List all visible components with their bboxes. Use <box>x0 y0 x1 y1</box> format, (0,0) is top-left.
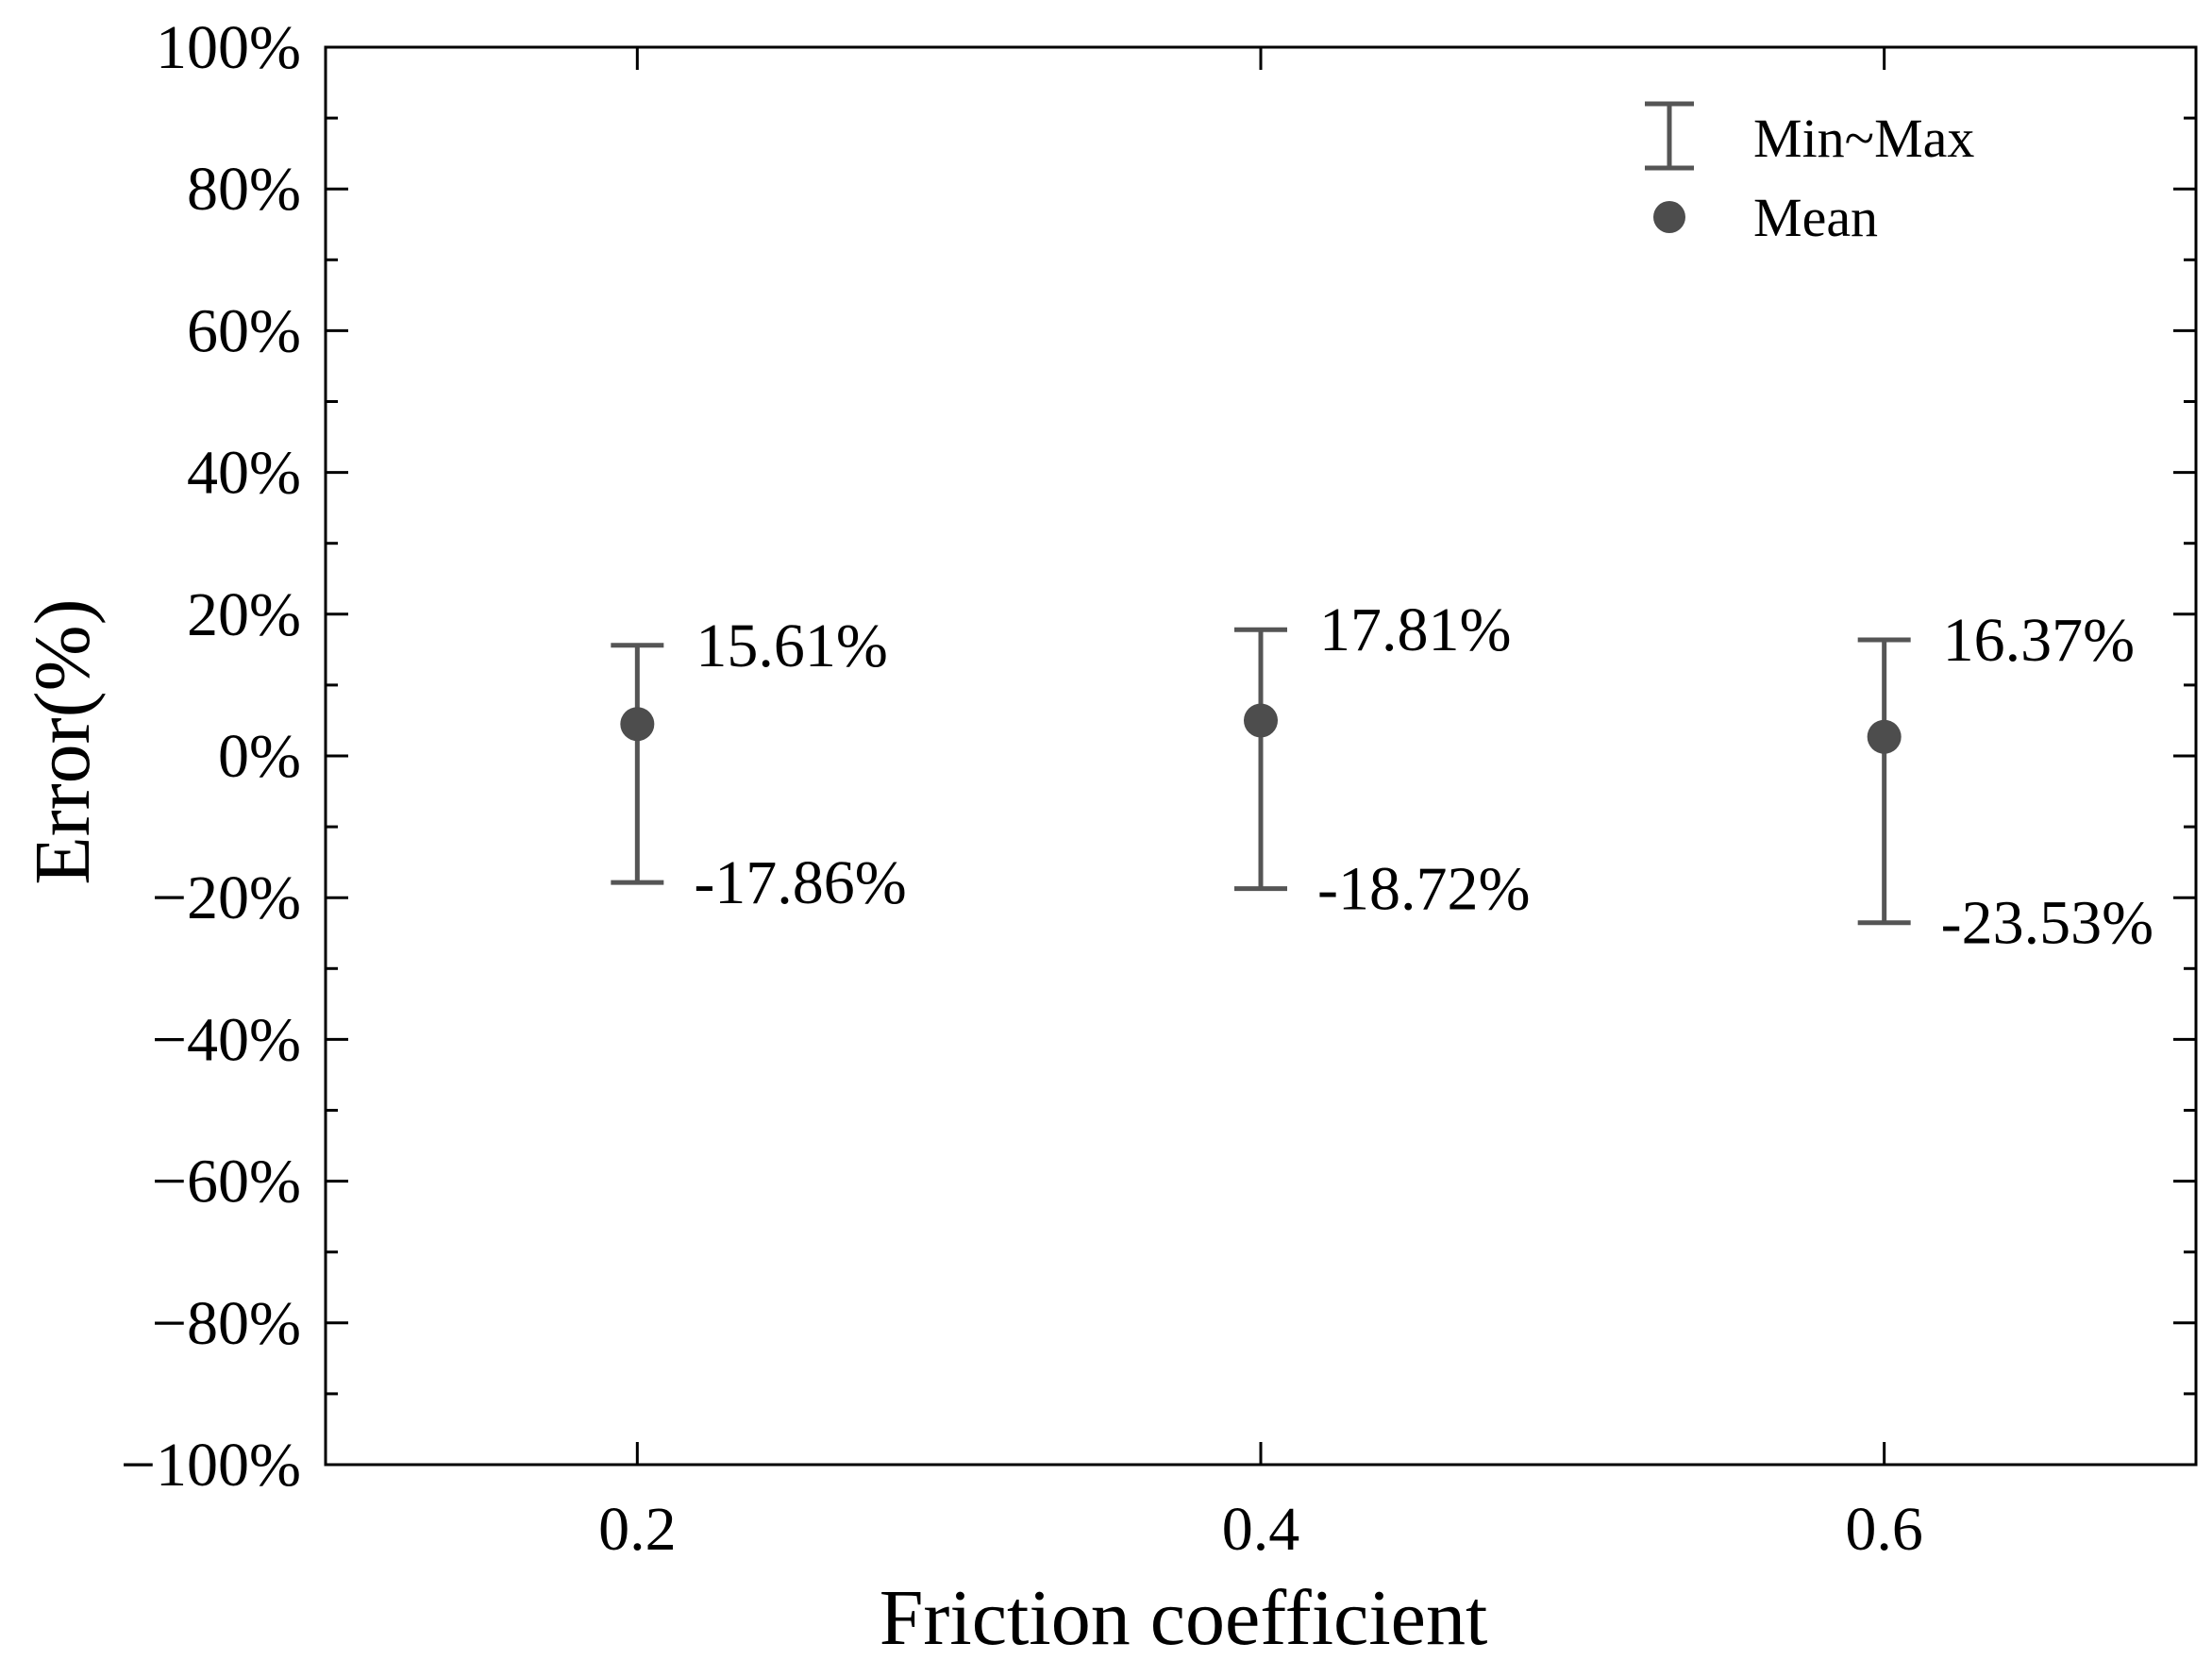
x-axis: 0.2 0.4 0.6 <box>598 47 1923 1564</box>
y-tick-label: −80% <box>152 1289 301 1358</box>
x-tick-label: 0.6 <box>1845 1495 1923 1564</box>
legend-errorbar-icon <box>1645 101 1694 171</box>
y-tick-label: −60% <box>152 1148 301 1216</box>
x-tick-label: 0.4 <box>1222 1495 1300 1564</box>
y-tick-label: 80% <box>187 155 301 224</box>
legend-mean-dot-icon <box>1653 201 1685 233</box>
y-tick-label: 40% <box>187 439 301 508</box>
data-label-group: 15.61% -17.86% 17.81% -18.72% 16.37% -23.53% <box>694 595 2153 957</box>
errorbar-group <box>611 627 1911 926</box>
min-value-label: -17.86% <box>694 848 906 917</box>
y-tick-label: −100% <box>121 1431 301 1500</box>
y-tick-label: 100% <box>156 13 301 82</box>
mean-marker-group <box>620 703 1902 754</box>
max-value-label: 17.81% <box>1319 595 1511 664</box>
y-axis-title: Error(%) <box>19 598 107 884</box>
min-value-label: -18.72% <box>1317 855 1530 924</box>
max-value-label: 16.37% <box>1943 606 2135 675</box>
mean-marker <box>620 707 655 742</box>
y-tick-label: −20% <box>152 864 301 932</box>
mean-marker <box>1867 719 1902 754</box>
y-tick-label: 20% <box>187 580 301 649</box>
y-tick-label: 60% <box>187 296 301 365</box>
x-axis-title: Friction coefficient <box>880 1574 1488 1660</box>
legend-label-mean: Mean <box>1753 187 1878 248</box>
x-tick-label: 0.2 <box>598 1495 677 1564</box>
mean-marker <box>1244 703 1278 738</box>
max-value-label: 15.61% <box>695 612 887 680</box>
y-tick-label: 0% <box>218 722 301 791</box>
legend-label-minmax: Min~Max <box>1753 108 1974 169</box>
y-tick-label: −40% <box>152 1005 301 1074</box>
legend: Min~Max Mean <box>1645 101 1974 248</box>
y-axis: 100% 80% 60% 40% 20% 0% −20% −40% −60% −80% −100% <box>121 13 2196 1500</box>
min-value-label: -23.53% <box>1941 889 2153 958</box>
